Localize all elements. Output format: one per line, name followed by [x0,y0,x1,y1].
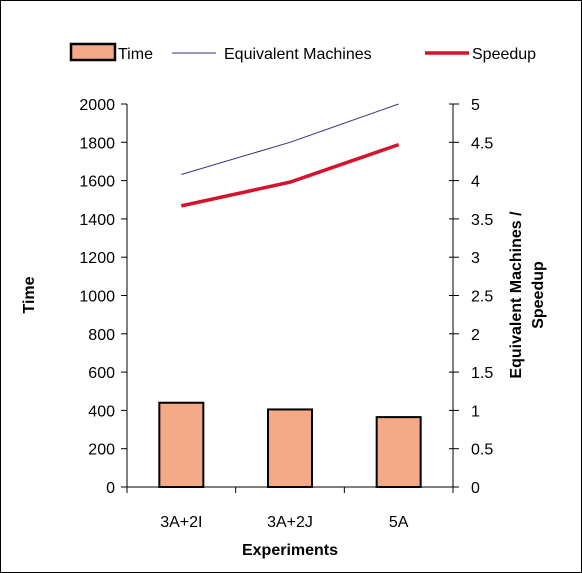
left-tick-label: 1800 [79,135,115,152]
speedup-line [180,142,400,208]
series-lines [180,103,400,208]
y-axis-title: Time [21,276,38,313]
y2-axis-title-line2: Speedup [530,261,547,329]
right-tick-label: 3.5 [471,212,493,229]
x-axis-ticks: 3A+2I 3A+2J 5A [126,487,454,531]
x-axis-title: Experiments [242,542,338,559]
left-tick-label: 400 [88,403,115,420]
time-bar [267,408,313,489]
right-tick-label: 5 [471,97,480,114]
time-bar [375,416,422,489]
time-bar [158,401,205,488]
left-tick-label: 1600 [79,174,115,191]
x-tick-label: 3A+2I [160,514,202,531]
right-tick-label: 0 [471,480,480,497]
right-tick-label: 1 [471,403,480,420]
left-axis-ticks: 0 200 400 600 800 1000 1200 1400 1600 1800 2000 [79,97,127,497]
legend-label-time: Time [118,46,153,63]
legend-swatch-time [69,42,117,62]
left-tick-label: 0 [106,480,115,497]
y2-axis-title-line1: Equivalent Machines / [508,211,525,379]
right-tick-label: 4 [471,174,480,191]
equivalent-machines-line [181,103,399,175]
right-tick-label: 0.5 [471,442,493,459]
right-tick-label: 2.5 [471,289,493,306]
left-tick-label: 600 [88,365,115,382]
right-tick-label: 1.5 [471,365,493,382]
right-axis-ticks: 0 0.5 1 1.5 2 2.5 3 3.5 4 4.5 5 [449,97,493,497]
left-tick-label: 1200 [79,250,115,267]
left-tick-label: 200 [88,442,115,459]
x-tick-label: 3A+2J [267,514,313,531]
legend-label-equivalent-machines: Equivalent Machines [224,46,372,63]
right-tick-label: 2 [471,327,480,344]
left-tick-label: 1000 [79,289,115,306]
left-tick-label: 800 [88,327,115,344]
right-tick-label: 3 [471,250,480,267]
right-tick-label: 4.5 [471,135,493,152]
legend: Time Equivalent Machines Speedup [69,42,536,63]
left-tick-label: 2000 [79,97,115,114]
time-bars [158,401,422,489]
x-tick-label: 5A [389,514,409,531]
legend-label-speedup: Speedup [472,46,536,63]
left-tick-label: 1400 [79,212,115,229]
